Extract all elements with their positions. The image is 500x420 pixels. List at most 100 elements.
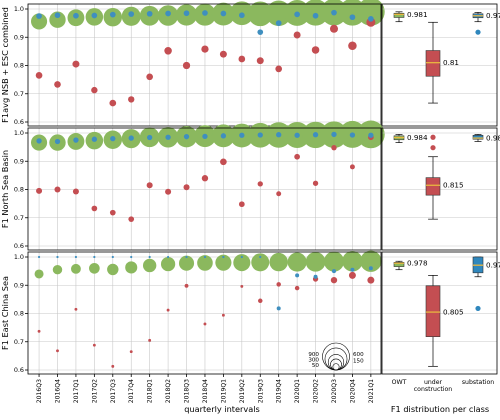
x-axis-label: quarterly intervals bbox=[184, 404, 260, 414]
box-category-label-line: construction bbox=[414, 386, 453, 393]
box-flier-sub bbox=[475, 305, 481, 312]
under-construction-point bbox=[275, 65, 283, 73]
under-construction-point bbox=[276, 191, 282, 197]
under-construction-point bbox=[111, 364, 115, 368]
y-tick-label: 1.0 bbox=[14, 129, 24, 137]
owt-point bbox=[142, 258, 157, 273]
substation-point bbox=[183, 10, 190, 17]
substation-point bbox=[166, 255, 170, 259]
substation-point bbox=[111, 255, 114, 259]
y-tick-label: 0.7 bbox=[14, 214, 24, 222]
owt-point bbox=[31, 13, 48, 30]
substation-point bbox=[331, 9, 337, 16]
x-tick-label: 2019Q2 bbox=[239, 379, 246, 403]
under-construction-point bbox=[201, 175, 209, 182]
box-body-uc bbox=[425, 50, 441, 77]
substation-point bbox=[91, 12, 98, 19]
y-tick-label: 0.8 bbox=[14, 186, 24, 194]
x-tick-label: 2018Q2 bbox=[165, 379, 172, 403]
substation-point bbox=[294, 11, 300, 18]
under-construction-point bbox=[240, 284, 244, 288]
substation-point bbox=[222, 255, 225, 259]
substation-point bbox=[202, 10, 208, 16]
under-construction-point bbox=[330, 276, 338, 284]
under-construction-point bbox=[312, 180, 319, 186]
box-grid-panel-3 bbox=[382, 256, 497, 371]
box-median-label-sub: 0.982 bbox=[486, 133, 500, 142]
box-category-label: substation bbox=[462, 379, 494, 386]
substation-point bbox=[93, 255, 96, 259]
y-tick-label: 0.6 bbox=[14, 242, 24, 250]
owt-point bbox=[52, 264, 63, 275]
under-construction-point bbox=[276, 282, 281, 287]
box-flier-uc bbox=[430, 145, 436, 151]
box-flier-sub bbox=[475, 29, 481, 35]
owt-point bbox=[178, 255, 195, 271]
box-category-label-line: OWT bbox=[392, 379, 407, 386]
owt-point bbox=[247, 1, 273, 27]
under-construction-point bbox=[109, 99, 117, 107]
substation-point bbox=[146, 10, 153, 17]
owt-point bbox=[34, 269, 44, 279]
under-construction-point bbox=[146, 182, 153, 189]
box-median-label-uc: 0.81 bbox=[443, 58, 459, 67]
under-construction-point bbox=[348, 41, 357, 50]
x-tick-label: 2018Q3 bbox=[184, 379, 191, 403]
y-tick-label: 1.0 bbox=[14, 253, 24, 261]
size-legend-label: 150 bbox=[353, 359, 364, 365]
substation-point bbox=[276, 306, 281, 311]
substation-point bbox=[37, 255, 41, 259]
box-median-label-sub: 0.976 bbox=[486, 11, 500, 20]
size-legend-circle bbox=[327, 354, 345, 371]
substation-point bbox=[294, 132, 300, 138]
substation-point bbox=[349, 132, 356, 138]
owt-point bbox=[305, 251, 326, 272]
under-construction-point bbox=[219, 50, 227, 58]
owt-point bbox=[233, 254, 251, 272]
under-construction-point bbox=[184, 283, 189, 288]
box-body-sub bbox=[472, 134, 484, 140]
under-construction-point bbox=[56, 349, 59, 353]
x-tick-label: 2016Q3 bbox=[36, 379, 43, 403]
owt-point bbox=[323, 251, 345, 272]
size-legend-label: 600 bbox=[353, 352, 364, 358]
substation-point bbox=[54, 12, 61, 19]
box-median-label-uc: 0.815 bbox=[443, 181, 464, 190]
substation-point bbox=[312, 12, 319, 19]
box-median-label-owt: 0.981 bbox=[407, 10, 428, 19]
substation-point bbox=[257, 29, 264, 36]
under-construction-point bbox=[72, 188, 79, 195]
box-body-uc bbox=[425, 285, 441, 337]
substation-point bbox=[73, 137, 79, 143]
x-tick-label: 2020Q3 bbox=[331, 379, 338, 403]
substation-point bbox=[312, 132, 319, 138]
substation-point bbox=[349, 14, 356, 21]
y-axis-label-panel-1: F1avg NSB + ESC combined bbox=[0, 7, 10, 123]
substation-point bbox=[165, 10, 171, 17]
under-construction-point bbox=[220, 158, 227, 166]
y-tick-label: 0.9 bbox=[14, 281, 24, 289]
owt-point bbox=[89, 262, 100, 274]
owt-point bbox=[70, 263, 81, 274]
substation-point bbox=[185, 255, 188, 259]
box-median-label-owt: 0.978 bbox=[407, 259, 428, 268]
substation-point bbox=[368, 266, 373, 271]
box-median-label-uc: 0.805 bbox=[443, 307, 464, 316]
owt-point bbox=[125, 261, 138, 274]
substation-point bbox=[146, 134, 153, 141]
substation-point bbox=[313, 274, 318, 279]
under-construction-point bbox=[92, 343, 96, 347]
substation-point bbox=[148, 255, 151, 259]
substation-point bbox=[368, 132, 374, 138]
box-body-uc bbox=[425, 177, 441, 196]
under-construction-point bbox=[201, 45, 209, 53]
owt-point bbox=[342, 250, 363, 272]
under-construction-point bbox=[129, 350, 133, 354]
box-median-label-owt: 0.984 bbox=[407, 133, 428, 142]
substation-point bbox=[91, 136, 98, 142]
under-construction-point bbox=[256, 57, 264, 65]
substation-point bbox=[238, 12, 245, 19]
under-construction-point bbox=[146, 73, 153, 81]
under-construction-point bbox=[165, 188, 172, 195]
box-category-label-line: substation bbox=[462, 379, 494, 386]
